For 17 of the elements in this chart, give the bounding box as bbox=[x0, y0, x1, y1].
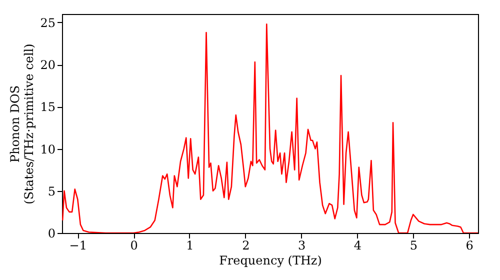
y-tick-label: 0 bbox=[48, 226, 56, 240]
x-tick-label: 1 bbox=[186, 238, 194, 252]
x-tick-label: 6 bbox=[466, 238, 474, 252]
x-tick-label: −1 bbox=[69, 238, 88, 252]
x-tick-label: 0 bbox=[130, 238, 138, 252]
x-tick-label: 4 bbox=[354, 238, 362, 252]
y-tick-label: 25 bbox=[40, 16, 56, 30]
x-tick-label: 3 bbox=[298, 238, 306, 252]
y-axis-title: Phonon DOS (States/THz·primitive cell) bbox=[8, 44, 36, 204]
y-tick-label: 10 bbox=[40, 142, 56, 156]
x-tick-label: 5 bbox=[410, 238, 418, 252]
y-tick-label: 20 bbox=[40, 58, 56, 72]
x-tick-label: 2 bbox=[242, 238, 250, 252]
x-axis-title: Frequency (THz) bbox=[219, 254, 322, 268]
y-tick-label: 15 bbox=[40, 100, 56, 114]
y-tick-label: 5 bbox=[48, 184, 56, 198]
line-series bbox=[62, 23, 478, 233]
